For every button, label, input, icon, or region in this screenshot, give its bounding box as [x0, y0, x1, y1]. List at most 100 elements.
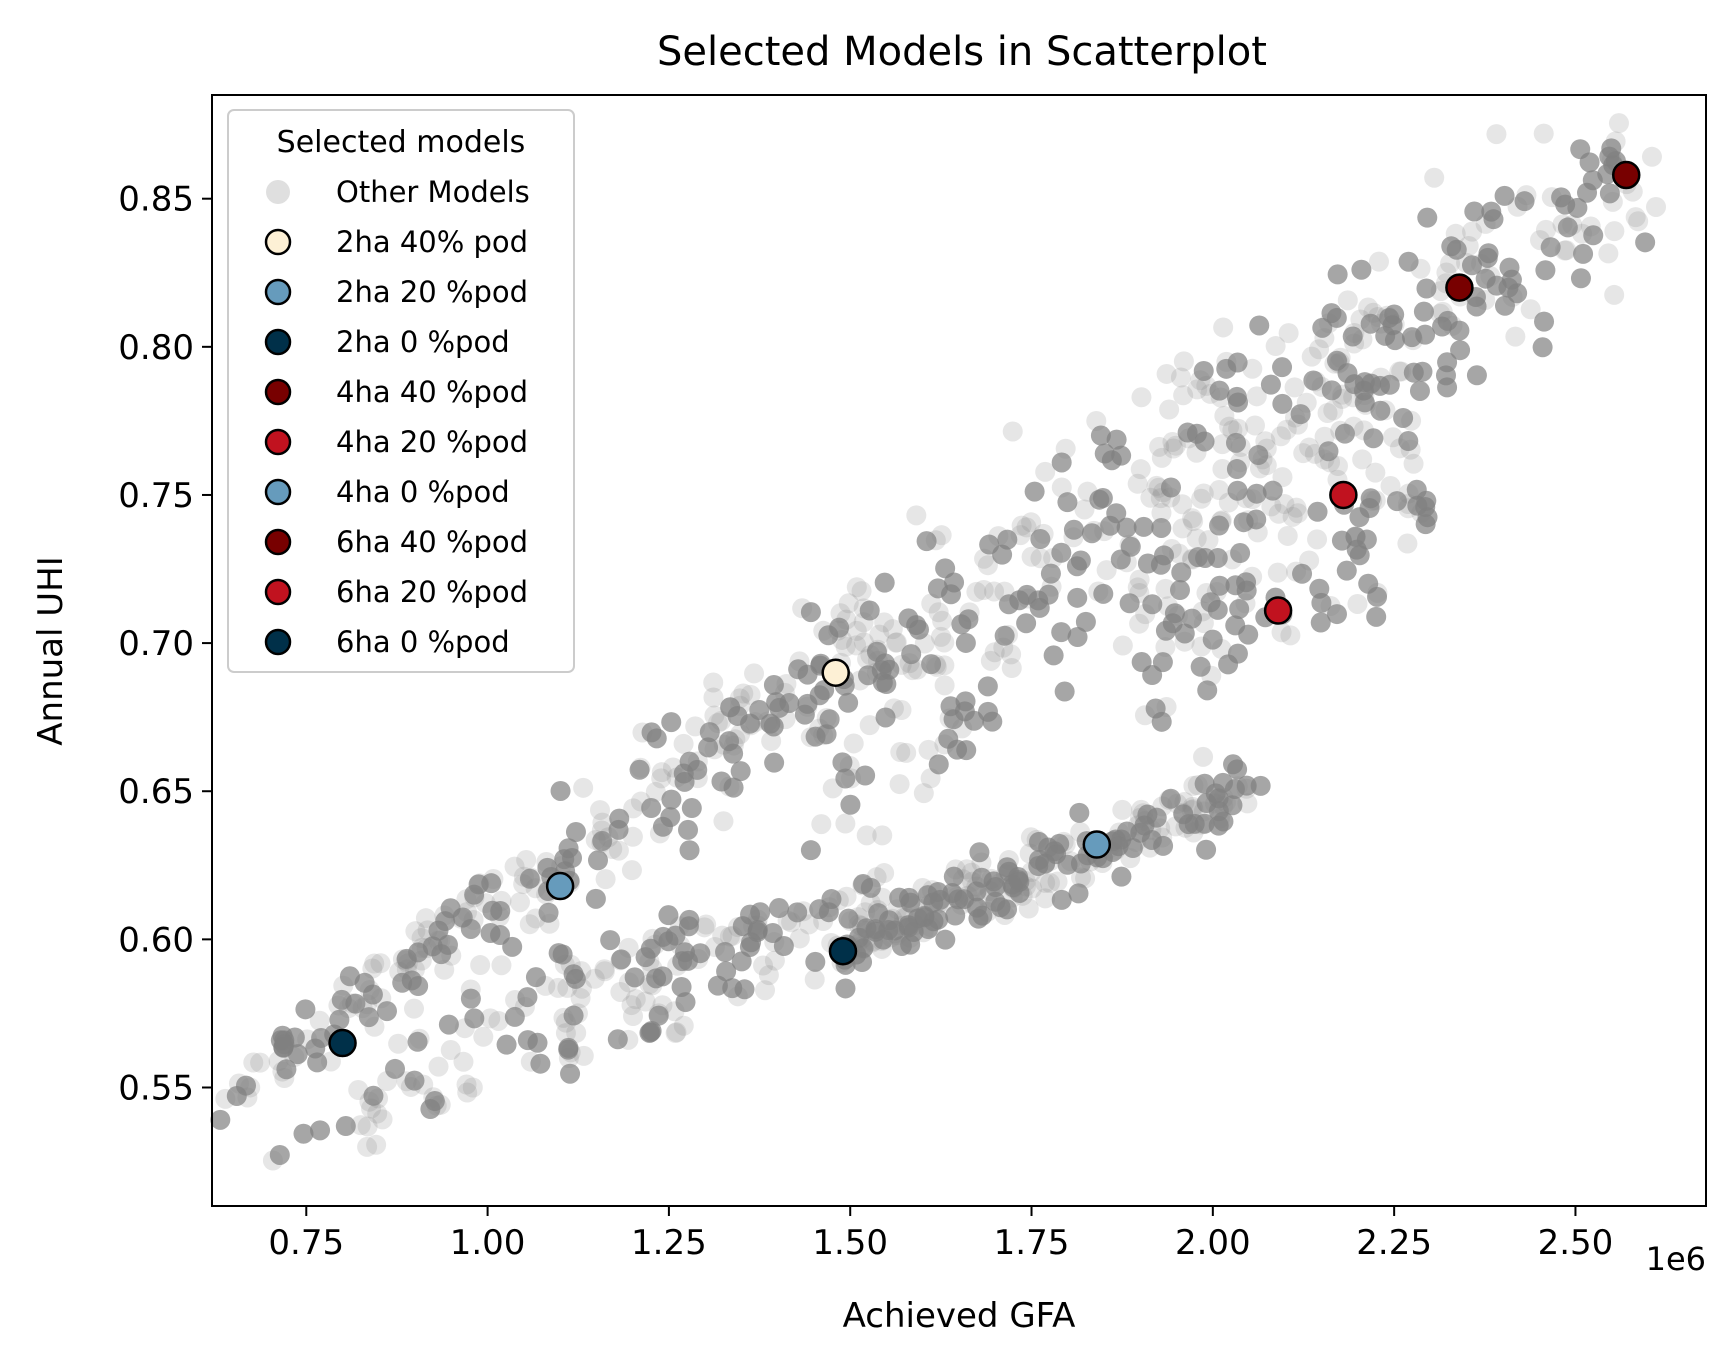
- other-model-point: [875, 707, 896, 728]
- other-model-point: [1535, 260, 1556, 281]
- other-model-point: [1127, 577, 1148, 598]
- other-model-point: [761, 731, 782, 752]
- other-model-point: [1360, 313, 1381, 334]
- other-model-point: [973, 580, 994, 601]
- x-tick-label: 2.00: [1175, 1223, 1251, 1263]
- other-model-point: [1035, 872, 1056, 893]
- other-model-point: [1318, 441, 1339, 462]
- legend-box: [227, 109, 575, 673]
- other-model-point: [1598, 243, 1619, 264]
- other-model-point: [712, 925, 733, 946]
- other-model-point: [1183, 511, 1204, 532]
- other-model-point: [639, 1022, 660, 1043]
- other-model-point: [1334, 423, 1355, 444]
- other-model-point: [787, 902, 808, 923]
- other-model-point: [1182, 508, 1203, 529]
- other-model-point: [1150, 818, 1171, 839]
- other-model-point: [210, 1109, 231, 1130]
- other-model-point: [1384, 314, 1405, 335]
- other-model-point: [1557, 217, 1578, 238]
- other-model-point: [504, 856, 525, 877]
- other-model-point: [651, 762, 672, 783]
- other-model-point: [1287, 414, 1308, 435]
- other-model-point: [641, 798, 662, 819]
- other-model-point: [918, 739, 939, 760]
- other-model-point: [1246, 483, 1267, 504]
- selected-model-point: [1611, 160, 1641, 190]
- other-model-point: [345, 993, 366, 1014]
- other-model-point: [1481, 201, 1502, 222]
- other-model-point: [838, 593, 859, 614]
- other-model-point: [1276, 419, 1297, 440]
- selected-model-point: [1445, 273, 1474, 302]
- other-model-point: [1152, 652, 1173, 673]
- other-model-point: [1362, 490, 1383, 511]
- other-model-point: [890, 742, 911, 763]
- other-model-point: [740, 904, 761, 925]
- other-model-point: [1307, 529, 1328, 550]
- other-model-point: [1312, 317, 1333, 338]
- other-model-point: [840, 794, 861, 815]
- other-model-point: [1299, 437, 1320, 458]
- other-model-point: [385, 1058, 406, 1079]
- other-model-point: [1227, 352, 1248, 373]
- x-tick-label: 1.00: [450, 1223, 526, 1263]
- other-model-point: [392, 949, 413, 970]
- other-model-point: [1205, 783, 1226, 804]
- other-model-point: [1540, 237, 1561, 258]
- other-model-point: [1016, 517, 1037, 538]
- other-model-point: [672, 951, 693, 972]
- other-model-point: [417, 920, 438, 941]
- other-model-point: [420, 1099, 441, 1120]
- other-model-point: [1142, 594, 1163, 615]
- other-model-point: [570, 988, 591, 1009]
- legend: Selected models Other Models 2ha 40% pod 2h…: [227, 109, 575, 673]
- other-model-point: [1268, 503, 1289, 524]
- other-model-point: [1230, 543, 1251, 564]
- other-model-point: [1039, 872, 1060, 893]
- other-model-point: [1261, 496, 1282, 517]
- legend-label: 2ha 40% pod: [336, 225, 528, 259]
- other-model-point: [747, 915, 768, 936]
- other-model-point: [952, 718, 973, 739]
- other-model-point: [838, 692, 859, 713]
- other-model-point: [934, 734, 955, 755]
- other-model-point: [1573, 243, 1594, 264]
- other-model-point: [1628, 211, 1649, 232]
- other-model-point: [367, 1103, 388, 1124]
- other-model-point: [1201, 665, 1222, 686]
- other-model-point: [1090, 425, 1111, 446]
- legend-marker: [264, 578, 292, 606]
- other-model-point: [1228, 392, 1249, 413]
- other-model-point: [955, 691, 976, 712]
- other-model-point: [846, 577, 867, 598]
- other-model-point: [1326, 307, 1347, 328]
- other-model-point: [1461, 255, 1482, 276]
- other-model-point: [551, 856, 572, 877]
- other-model-point: [1227, 480, 1248, 501]
- other-model-point: [943, 866, 964, 887]
- other-model-point: [789, 928, 810, 949]
- other-model-point: [1209, 480, 1230, 501]
- other-model-point: [1129, 569, 1150, 590]
- other-model-point: [1265, 336, 1286, 357]
- other-model-point: [1150, 488, 1171, 509]
- other-model-point: [404, 1070, 425, 1091]
- other-model-point: [1375, 400, 1396, 421]
- other-model-point: [1119, 593, 1140, 614]
- other-model-point: [1193, 613, 1214, 634]
- other-model-point: [985, 877, 1006, 898]
- other-model-point: [460, 918, 481, 939]
- other-model-point: [525, 967, 546, 988]
- other-model-point: [1608, 113, 1629, 134]
- other-model-point: [1126, 831, 1147, 852]
- other-model-point: [977, 555, 998, 576]
- other-model-point: [869, 624, 890, 645]
- other-model-point: [1071, 867, 1092, 888]
- other-model-point: [699, 722, 720, 743]
- other-model-point: [587, 850, 608, 871]
- other-model-point: [1384, 330, 1405, 351]
- other-model-point: [573, 1045, 594, 1066]
- other-model-point: [1134, 815, 1155, 836]
